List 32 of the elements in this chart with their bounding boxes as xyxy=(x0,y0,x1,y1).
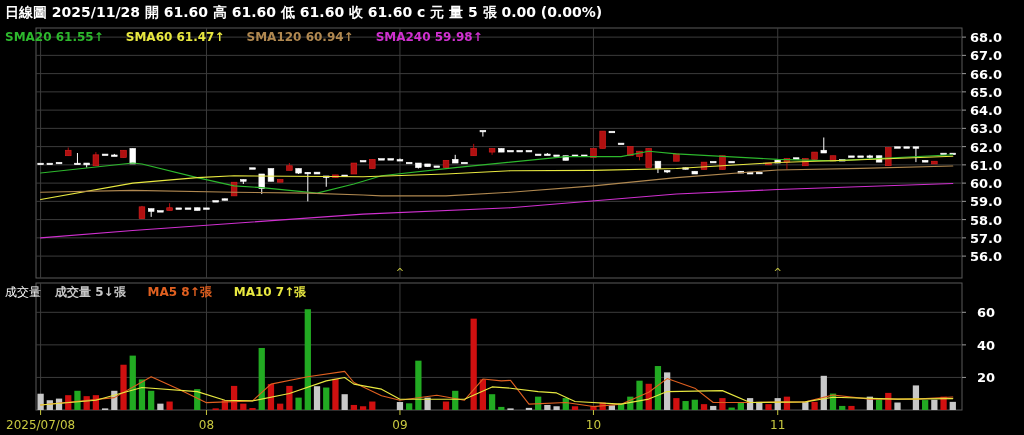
text: SMA60 61.47↑ xyxy=(125,30,225,44)
x-tick-label: 09 xyxy=(392,418,408,432)
y-tick-label: 40 xyxy=(976,337,996,353)
text: 成交量 5↓張 xyxy=(54,285,127,299)
text: MA10 7↑張 xyxy=(233,285,308,299)
y-tick-label: 60.0 xyxy=(969,176,1003,192)
x-tick-label: 08 xyxy=(198,418,215,432)
y-tick-label: 64.0 xyxy=(969,103,1003,119)
text: SMA240 59.98↑ xyxy=(375,30,483,44)
y-tick-label: 58.0 xyxy=(969,212,1003,228)
y-tick-label: 59.0 xyxy=(969,194,1003,210)
annotation: ^ xyxy=(773,267,782,278)
annotation: ^ xyxy=(395,267,405,278)
x-tick-label: 2025/07/08 xyxy=(6,418,76,432)
text: SMA20 61.55↑ xyxy=(5,30,104,44)
text: MA5 8↑張 xyxy=(147,285,213,299)
y-tick-label: 62.0 xyxy=(969,139,1003,155)
y-tick-label: 20 xyxy=(976,370,996,386)
text: SMA120 60.94↑ xyxy=(246,30,354,44)
x-tick-label: 11 xyxy=(770,418,786,432)
x-tick-label: 10 xyxy=(585,418,602,432)
chart-title: 成交量 xyxy=(5,285,41,299)
chart-title: 日線圖 2025/11/28 開 61.60 高 61.60 低 61.60 收 61.60 c 元 量 5 張 0.00 (0.00%) xyxy=(5,4,603,20)
y-tick-label: 67.0 xyxy=(969,48,1003,64)
y-tick-label: 56.0 xyxy=(969,249,1003,265)
y-tick-label: 68.0 xyxy=(969,30,1003,46)
y-tick-label: 61.0 xyxy=(969,157,1003,173)
y-tick-label: 63.0 xyxy=(969,121,1003,137)
y-tick-label: 65.0 xyxy=(969,84,1003,100)
y-tick-label: 60 xyxy=(976,305,996,321)
y-tick-label: 57.0 xyxy=(969,230,1003,246)
y-tick-label: 66.0 xyxy=(969,66,1003,82)
